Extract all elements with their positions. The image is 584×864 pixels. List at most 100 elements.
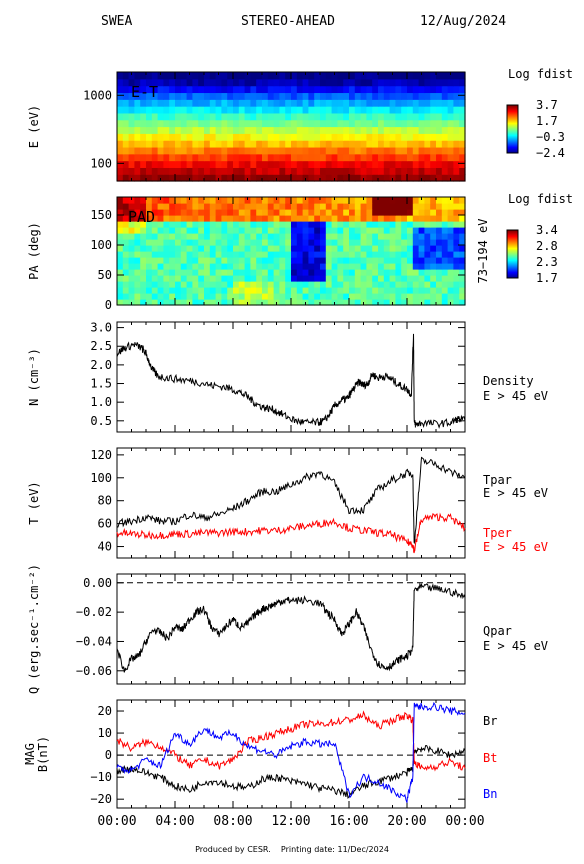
pad-colorbar-step (507, 237, 518, 239)
pad-cell (146, 203, 153, 210)
et-cell (354, 99, 362, 107)
et-cell (366, 126, 373, 134)
et-cell (215, 126, 222, 134)
et-colorbar-step (507, 142, 518, 144)
pad-cell (209, 221, 217, 228)
pad-cell (169, 203, 176, 210)
et-cell (366, 140, 373, 148)
pad-cell (430, 281, 437, 288)
et-cell (372, 72, 379, 80)
pad-cell (441, 227, 449, 234)
et-cell (291, 140, 298, 148)
pad-colorbar-step (507, 269, 518, 271)
heatflux-ytick-label: −0.02 (76, 605, 112, 619)
et-cell (320, 99, 327, 107)
et-cell (343, 174, 350, 182)
pad-cell (453, 233, 460, 240)
pad-cell (180, 239, 188, 246)
et-colorbar-step (507, 138, 518, 140)
et-cell (238, 106, 246, 114)
et-colorbar-step (507, 145, 518, 147)
et-cell (267, 153, 275, 162)
et-cell (233, 106, 240, 114)
pad-cell (238, 221, 246, 228)
pad-cell (267, 293, 275, 300)
et-cell (233, 160, 240, 168)
pad-cell (285, 281, 292, 288)
et-cell (146, 160, 153, 168)
pad-cell (383, 275, 391, 282)
pad-cell (395, 251, 402, 258)
et-colorbar-tick: −2.4 (536, 146, 565, 160)
pad-cell (441, 299, 449, 306)
et-cell (308, 72, 315, 80)
et-cell (441, 160, 449, 168)
et-cell (372, 119, 379, 128)
pad-cell (354, 257, 362, 264)
pad-cell (233, 245, 240, 252)
et-cell (169, 140, 176, 148)
et-cell (238, 72, 246, 80)
et-cell (273, 85, 280, 94)
pad-cell (308, 275, 315, 282)
et-cell (389, 72, 396, 80)
pad-cell (320, 197, 327, 204)
et-cell (238, 119, 246, 128)
et-cell (349, 92, 356, 100)
pad-cell (238, 203, 246, 210)
et-cell (407, 133, 414, 141)
pad-cell (256, 287, 263, 294)
pad-cell (459, 203, 466, 210)
et-cell (198, 146, 205, 155)
et-cell (238, 92, 246, 100)
temperature-ytick-label: 40 (98, 540, 112, 554)
et-cell (412, 140, 420, 148)
pad-cell (360, 239, 367, 246)
et-cell (314, 99, 321, 107)
et-cell (331, 146, 338, 155)
et-cell (424, 160, 431, 168)
et-cell (430, 140, 437, 148)
pad-cell (325, 299, 333, 306)
pad-cell (163, 293, 170, 300)
pad-cell (204, 281, 211, 288)
pad-cell (302, 293, 309, 300)
pad-cell (296, 275, 304, 282)
pad-cell (117, 263, 124, 270)
pad-cell (314, 287, 321, 294)
et-cell (146, 78, 153, 87)
pad-cell (227, 203, 234, 210)
et-cell (383, 140, 391, 148)
pad-cell (447, 263, 454, 270)
et-cell (140, 99, 147, 107)
pad-cell (262, 293, 269, 300)
et-cell (389, 106, 396, 114)
et-cell (233, 167, 240, 175)
pad-cell (447, 239, 454, 246)
pad-colorbar-step (507, 263, 518, 265)
pad-cell (285, 227, 292, 234)
et-cell (389, 140, 396, 148)
pad-cell (209, 197, 217, 204)
et-cell (175, 106, 182, 114)
pad-cell (360, 287, 367, 294)
pad-cell (140, 299, 147, 306)
pad-colorbar-step (507, 245, 518, 247)
pad-cell (122, 227, 130, 234)
et-cell (378, 146, 385, 155)
pad-cell (401, 209, 408, 216)
pad-cell (314, 227, 321, 234)
tper-legend-sub: E > 45 eV (483, 540, 548, 554)
et-cell (157, 112, 164, 121)
pad-colorbar-step (507, 270, 518, 272)
et-cell (186, 174, 193, 182)
et-cell (343, 146, 350, 155)
et-cell (215, 85, 222, 94)
et-cell (320, 160, 327, 168)
pad-colorbar-title: Log fdist (508, 192, 573, 206)
et-cell (459, 106, 466, 114)
et-cell (198, 92, 205, 100)
et-cell (233, 133, 240, 141)
pad-cell (360, 197, 367, 204)
et-cell (378, 72, 385, 80)
